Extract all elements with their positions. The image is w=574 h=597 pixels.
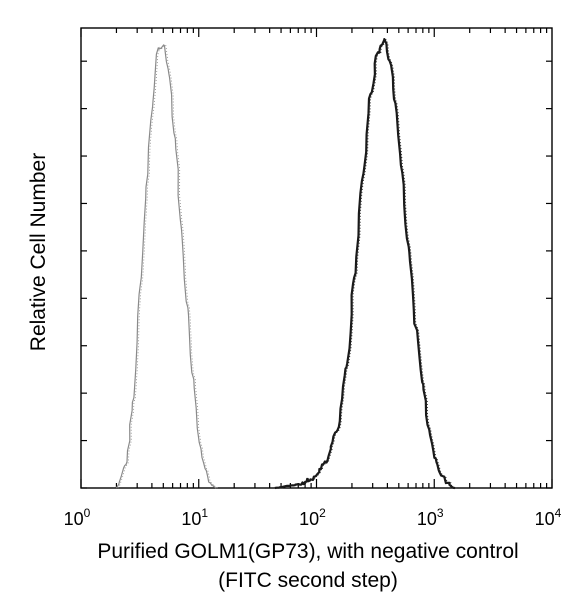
x-tick-label: 102 xyxy=(299,506,326,529)
plot-frame xyxy=(80,27,553,489)
histogram-series-1-texture xyxy=(117,44,218,489)
x-axis-label-line-2: (FITC second step) xyxy=(218,569,398,592)
x-tick-label: 103 xyxy=(417,506,444,529)
histogram-series-2 xyxy=(274,38,456,490)
histogram-series-2-texture xyxy=(276,38,457,489)
x-axis-label: Purified GOLM1(GP73), with negative cont… xyxy=(97,540,518,563)
y-axis-label: Relative Cell Number xyxy=(27,153,50,351)
histogram-series-1 xyxy=(115,44,217,489)
x-tick-label: 100 xyxy=(64,506,91,529)
x-tick-label: 101 xyxy=(181,506,208,529)
x-tick-label: 104 xyxy=(535,506,562,529)
